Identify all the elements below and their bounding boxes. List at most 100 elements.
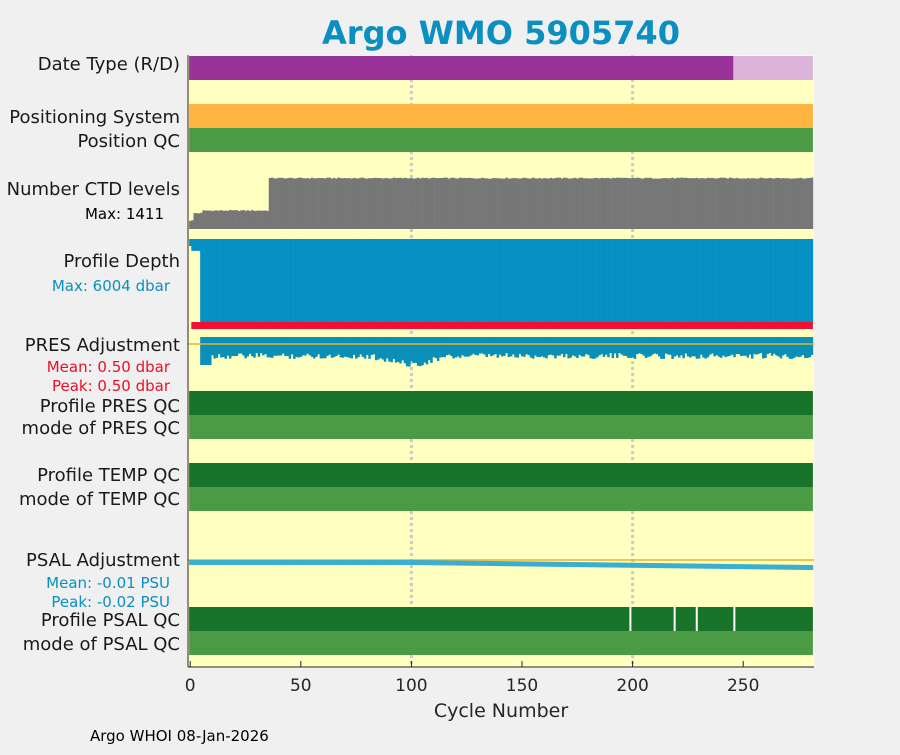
depth-bar-140 (498, 239, 502, 323)
psal-adjustment-bar-84 (374, 560, 378, 565)
psal-adjustment-bar-49 (297, 560, 301, 565)
psal-adjustment-bar-125 (465, 560, 469, 566)
pres-adjustment-bar-144 (507, 337, 511, 358)
depth-bar-210 (653, 239, 657, 323)
psal-peak-label: Peak: -0.02 PSU (51, 593, 170, 611)
pres-adjustment-bar-79 (363, 337, 367, 359)
ctd-bar-21 (235, 210, 239, 229)
depth-bar-236 (711, 239, 714, 323)
pres-adjustment-bar-138 (494, 337, 497, 355)
psal-adjustment-bar-110 (432, 560, 435, 566)
psal-adjustment-bar-54 (308, 560, 312, 565)
ctd-bar-226 (689, 178, 692, 229)
psal-adjustment-bar-183 (593, 562, 597, 568)
pres-adjustment-bar-45 (288, 337, 292, 359)
ctd-bar-105 (421, 177, 424, 229)
psal-adjustment-bar-264 (773, 564, 776, 570)
pres-adjustment-bar-96 (401, 337, 404, 361)
pres-adjustment-bar-16 (224, 337, 228, 359)
pres-adjustment-bar-229 (695, 337, 699, 359)
psal-adjustment-bar-56 (312, 560, 316, 565)
pres-adjustment-bar-41 (279, 337, 283, 356)
x-axis-ticks: 0 50 100 150 200 250 (185, 661, 759, 696)
ctd-bar-42 (282, 177, 285, 229)
depth-bar-273 (792, 239, 796, 323)
psal-adjustment-bar-190 (609, 562, 612, 568)
psal-adjustment-bar-33 (262, 560, 265, 565)
depth-bar-77 (359, 239, 362, 323)
pres-adjustment-bar-122 (458, 337, 462, 358)
pres-adjustment-bar-127 (470, 337, 473, 356)
psal-adjustment-bar-254 (750, 564, 754, 570)
psal-adjustment-bar-203 (638, 562, 641, 568)
depth-bar-26 (246, 239, 250, 323)
psal-adjustment-bar-77 (359, 560, 362, 565)
psal-adjustment-bar-232 (702, 563, 705, 569)
ctd-bar-175 (576, 178, 579, 229)
ctd-bar-247 (735, 177, 738, 229)
depth-bar-22 (237, 239, 241, 323)
depth-bar-262 (768, 239, 772, 323)
psal-adjustment-bar-176 (578, 562, 581, 568)
depth-bar-157 (536, 239, 539, 323)
ctd-bar-263 (770, 178, 774, 229)
ctd-bar-221 (677, 177, 681, 229)
pres-adjustment-bar-258 (759, 337, 763, 354)
psal-adjustment-bar-1 (191, 560, 194, 565)
pres-adjustment-bar-89 (385, 337, 389, 359)
pres-adjustment-bar-20 (233, 337, 236, 357)
depth-bar-176 (578, 239, 581, 323)
pres-adjustment-bar-175 (576, 337, 579, 359)
depth-bar-195 (620, 239, 623, 323)
psal-adjustment-bar-91 (390, 560, 393, 565)
psal-adjustment-bar-199 (629, 562, 632, 568)
pres-adjustment-bar-120 (454, 337, 458, 358)
pres-adjustment-bar-160 (543, 337, 546, 358)
pres-adjustment-bar-222 (680, 337, 683, 356)
pres-adjustment-bar-252 (746, 337, 750, 358)
psal-adjustment-bar-85 (377, 560, 380, 565)
pres-adjustment-bar-241 (722, 337, 725, 356)
pres-adjustment-bar-9 (209, 337, 212, 365)
pres-adjustment-bar-148 (516, 337, 519, 358)
ctd-bar-251 (744, 178, 747, 229)
ctd-bar-203 (638, 177, 641, 229)
depth-bar-83 (372, 239, 376, 323)
psal-adjustment-bar-10 (211, 560, 214, 565)
ctd-bar-80 (366, 178, 369, 229)
pres-adjustment-bar-38 (273, 337, 276, 356)
psal-adjustment-bar-223 (682, 563, 685, 569)
depth-bar-96 (401, 239, 404, 323)
psal-adjustment-bar-88 (383, 560, 387, 565)
pres-adjustment-bar-37 (270, 337, 274, 358)
depth-bar-265 (775, 239, 778, 323)
pres-adjustment-bar-190 (609, 337, 612, 354)
ctd-bar-258 (759, 177, 763, 229)
psal-adjustment-bar-16 (224, 560, 228, 565)
pres-adjustment-bar-163 (549, 337, 553, 355)
ctd-bar-270 (786, 178, 789, 229)
ctd-bar-188 (604, 178, 608, 229)
depth-bar-47 (293, 239, 296, 323)
ctd-bar-213 (660, 178, 663, 229)
ctd-bar-262 (768, 177, 772, 229)
ctd-bar-180 (587, 178, 590, 229)
psal-adjustment-bar-211 (655, 563, 659, 569)
depth-bar-116 (445, 239, 449, 323)
depth-bar-190 (609, 239, 612, 323)
psal-adjustment-bar-218 (671, 563, 674, 569)
psal-adjustment-bar-102 (414, 560, 418, 566)
psal-adjustment-bar-250 (742, 564, 745, 570)
pres-adjustment-bar-115 (443, 337, 446, 358)
pres-adjustment-bar-256 (755, 337, 758, 355)
depth-bar-168 (560, 239, 564, 323)
depth-bar-5 (200, 239, 203, 323)
ctd-bar-177 (580, 177, 584, 229)
psal-adjustment-bar-231 (700, 563, 703, 569)
psal-adjustment-bar-217 (669, 563, 672, 569)
x-axis-label: Cycle Number (434, 700, 568, 722)
psal-adjustment-bar-224 (684, 563, 688, 569)
pres-adjustment-bar-176 (578, 337, 581, 355)
ctd-bar-89 (385, 178, 389, 229)
ctd-bar-22 (237, 211, 241, 229)
